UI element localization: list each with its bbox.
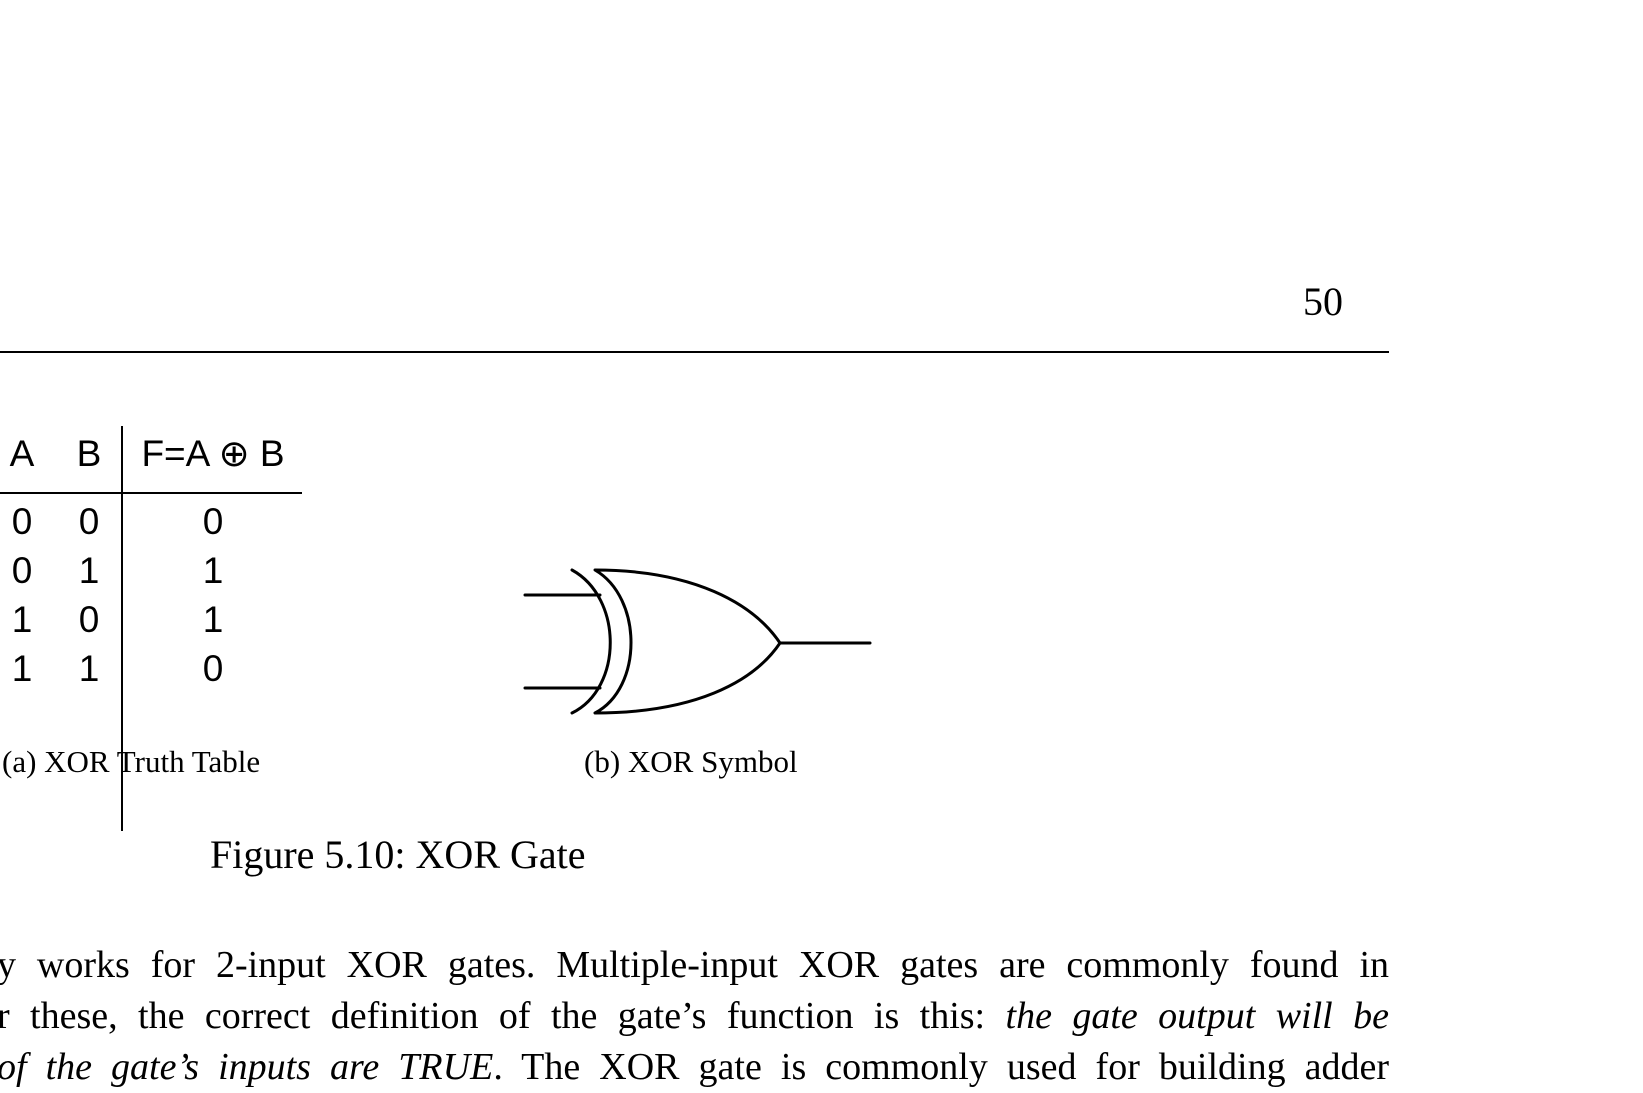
xor-truth-table: A B F=A ⊕ B 0 0 0 0 1 1 1 0 1 1 1 0: [0, 150, 310, 831]
figure-caption: Figure 5.10: XOR Gate: [210, 832, 586, 877]
truth-table-row-1-a: 0: [11, 550, 33, 591]
xor-gate-symbol-icon: [523, 568, 872, 715]
xor-gate-body: [593, 568, 782, 715]
truth-table-row-2-f: 1: [202, 599, 224, 640]
truth-table-row-0-f: 0: [202, 501, 224, 542]
truth-table-row-3-f: 0: [202, 648, 224, 689]
body-line-3: of the gate’s inputs are TRUE. The XOR g…: [0, 1042, 1389, 1093]
truth-table-row-0-a: 0: [11, 501, 33, 542]
page-number: 50: [1303, 279, 1343, 324]
truth-table-header-f: F=A ⊕ B: [141, 433, 285, 474]
truth-table-row-3-a: 1: [11, 648, 33, 689]
truth-table-row-2-b: 0: [78, 599, 100, 640]
body-line-1-segment-1: y works for 2-input XOR gates. Multiple-…: [0, 944, 1389, 986]
truth-table-row-1-f: 1: [202, 550, 224, 591]
truth-table-horizontal-rule: [0, 492, 302, 494]
body-line-2-segment-1: r these, the correct definition of the g…: [0, 995, 1006, 1037]
truth-table-vertical-rule: [121, 426, 123, 831]
body-line-1: y works for 2-input XOR gates. Multiple-…: [0, 940, 1389, 991]
xor-extra-input-curve: [570, 568, 612, 715]
truth-table-row-3-b: 1: [78, 648, 100, 689]
truth-table-row-0-b: 0: [78, 501, 100, 542]
truth-table-row-1-b: 1: [78, 550, 100, 591]
body-line-2: r these, the correct definition of the g…: [0, 991, 1389, 1042]
truth-table-header-a: A: [9, 433, 35, 474]
xor-symbol-caption: (b) XOR Symbol: [584, 744, 798, 779]
body-line-3-segment-2: . The XOR gate is commonly used for buil…: [493, 1046, 1389, 1088]
truth-table-header-b: B: [76, 433, 102, 474]
header-rule: [0, 351, 1389, 353]
truth-table-row-2-a: 1: [11, 599, 33, 640]
body-line-3-italic-definition: of the gate’s inputs are TRUE: [0, 1046, 494, 1088]
body-line-2-italic-definition: the gate output will be: [1005, 995, 1389, 1037]
truth-table-caption: (a) XOR Truth Table: [2, 744, 261, 779]
body-text: y works for 2-input XOR gates. Multiple-…: [0, 940, 1389, 1093]
